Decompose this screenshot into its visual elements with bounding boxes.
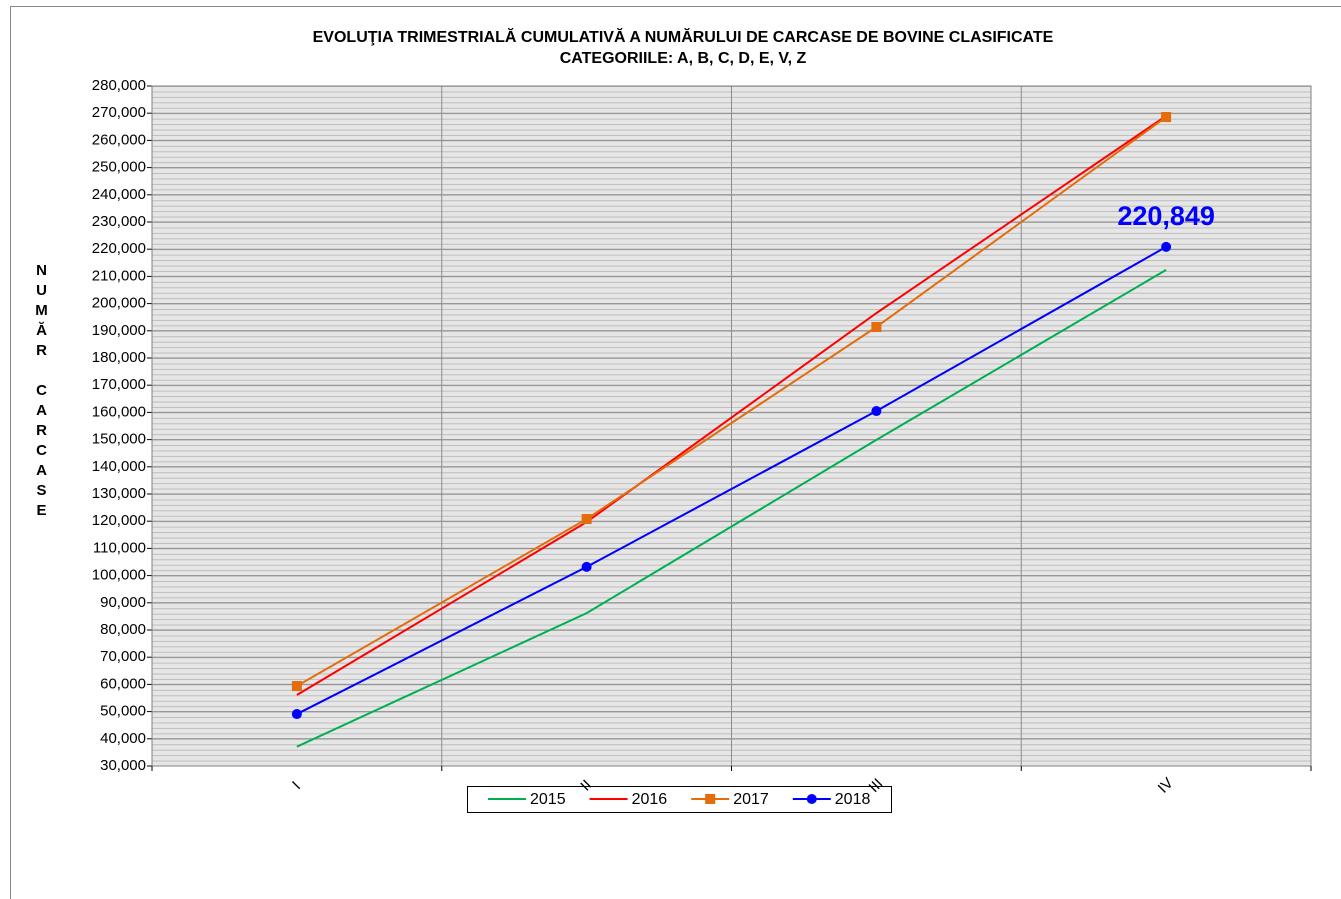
data-point [871,321,882,332]
y-tick-label: 260,000 [92,131,146,148]
y-tick-label: 120,000 [92,512,146,529]
y-tick-label: 110,000 [93,539,146,556]
y-tick-label: 60,000 [100,675,146,692]
legend-label: 2015 [530,791,566,808]
y-tick-label: 80,000 [100,621,146,638]
y-tick-label: 40,000 [100,730,146,747]
data-point [581,514,592,525]
y-tick-label: 150,000 [92,431,146,448]
y-tick-label: 180,000 [92,349,146,366]
chart-title: EVOLUŢIA TRIMESTRIALĂ CUMULATIVĂ A NUMĂR… [313,27,1054,46]
data-point [1161,241,1172,252]
series-line [296,115,1167,696]
legend-marker [705,794,716,804]
series-line [296,116,1167,687]
legend-marker [806,794,817,804]
y-tick-label: 230,000 [92,213,146,230]
y-axis-label: NUMĂR CARCASE [33,262,50,522]
y-tick-label: 240,000 [92,186,146,203]
data-point [291,681,302,692]
y-tick-label: 250,000 [92,159,146,176]
legend-label: 2018 [835,791,871,808]
y-tick-label: 190,000 [92,322,146,339]
data-point [871,406,882,417]
series-line [296,269,1167,748]
chart-subtitle: CATEGORIILE: A, B, C, D, E, V, Z [560,50,807,67]
y-tick-label: 140,000 [92,458,146,475]
data-point [1161,112,1172,123]
data-point [581,561,592,572]
y-tick-label: 280,000 [92,77,146,94]
y-tick-label: 30,000 [100,757,146,774]
y-tick-label: 200,000 [92,295,146,312]
y-tick-label: 210,000 [92,267,146,284]
y-tick-label: 100,000 [92,567,146,584]
y-tick-label: 50,000 [100,703,146,720]
legend-label: 2017 [733,791,769,808]
y-tick-label: 160,000 [92,403,146,420]
data-label: 220,849 [1117,201,1215,231]
legend-label: 2016 [632,791,668,808]
series-line [296,246,1167,715]
y-tick-label: 70,000 [100,648,146,665]
y-tick-label: 270,000 [92,104,146,121]
y-tick-label: 130,000 [92,485,146,502]
y-tick-label: 90,000 [100,594,146,611]
data-point [291,709,302,720]
y-tick-label: 220,000 [92,240,146,257]
y-tick-label: 170,000 [92,376,146,393]
